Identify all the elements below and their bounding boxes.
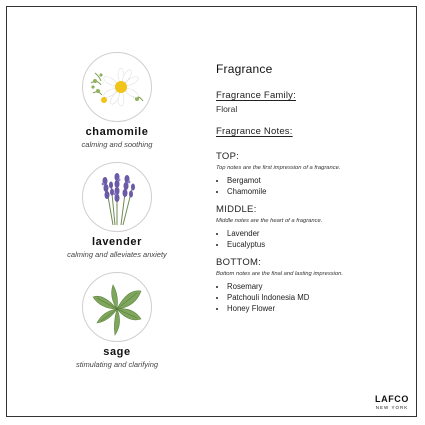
brand-logo: LAFCO NEW YORK: [375, 394, 409, 410]
list-item: Patchouli Indonesia MD: [227, 293, 411, 302]
ingredient-description: calming and soothing: [81, 140, 153, 149]
ingredient-lavender: lavender calming and alleviates anxiety: [32, 162, 202, 259]
fragrance-info: Fragrance Fragrance Family: Floral Fragr…: [216, 62, 411, 315]
list-item: Rosemary: [227, 282, 411, 291]
list-item: Eucalyptus: [227, 240, 411, 249]
top-notes-description: Top notes are the first impression of a …: [216, 165, 341, 171]
fragrance-family-value: Floral: [216, 104, 238, 114]
list-item: Bergamot: [227, 176, 411, 185]
fragrance-title: Fragrance: [216, 62, 273, 76]
ingredient-name: sage: [103, 346, 131, 358]
ingredient-description: stimulating and clarifying: [75, 360, 159, 369]
brand-location: NEW YORK: [375, 405, 409, 410]
bottom-notes-label: BOTTOM:: [216, 257, 262, 268]
ingredient-chamomile: chamomile calming and soothing: [32, 52, 202, 149]
middle-notes-description: Middle notes are the heart of a fragranc…: [216, 218, 323, 224]
ingredient-description: calming and alleviates anxiety: [67, 250, 167, 259]
bottom-notes-list: Rosemary Patchouli Indonesia MD Honey Fl…: [216, 282, 411, 313]
middle-notes-label: MIDDLE:: [216, 204, 257, 215]
top-notes-list: Bergamot Chamomile: [216, 176, 411, 196]
ingredient-name: lavender: [91, 236, 143, 248]
fragrance-notes-label: Fragrance Notes:: [216, 126, 293, 137]
list-item: Chamomile: [227, 187, 411, 196]
sage-leaves-icon: [82, 272, 152, 342]
chamomile-flower-icon: [82, 52, 152, 122]
ingredient-name: chamomile: [85, 126, 149, 138]
ingredient-sage: sage stimulating and clarifying: [32, 272, 202, 369]
brand-name: LAFCO: [375, 394, 409, 404]
middle-notes-list: Lavender Eucalyptus: [216, 229, 411, 249]
lavender-sprig-icon: [82, 162, 152, 232]
top-notes-label: TOP:: [216, 151, 240, 162]
fragrance-family-label: Fragrance Family:: [216, 90, 296, 101]
list-item: Honey Flower: [227, 304, 411, 313]
list-item: Lavender: [227, 229, 411, 238]
bottom-notes-description: Bottom notes are the final and lasting i…: [216, 271, 343, 277]
page-frame: [6, 6, 417, 417]
